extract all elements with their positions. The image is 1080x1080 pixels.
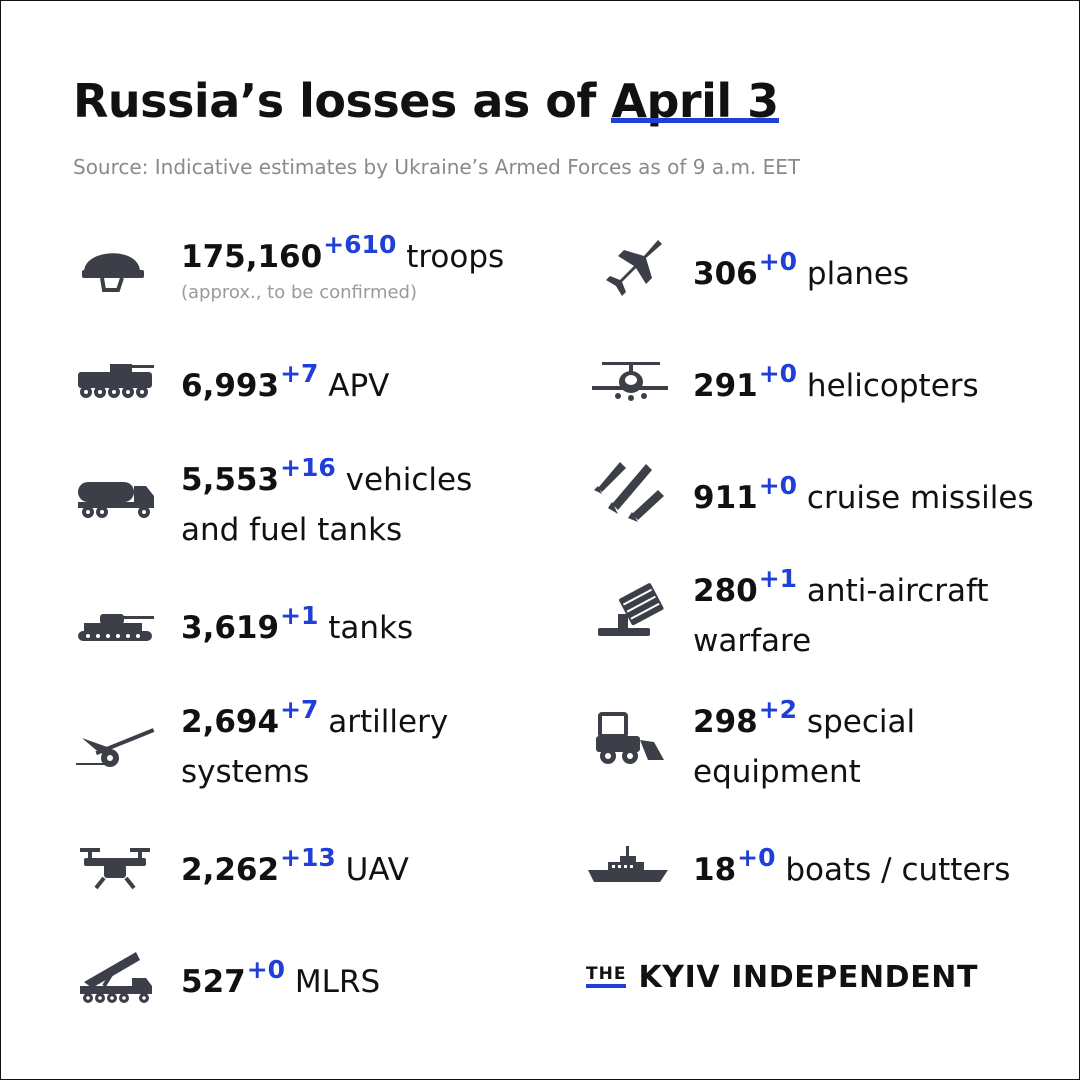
stat-troops: 175,160+610 troops — [181, 230, 505, 283]
stat-tanks: 3,619+1 tanks — [181, 601, 414, 654]
stat-value: 298 — [693, 704, 758, 740]
stat-value: 18 — [693, 852, 737, 888]
stat-delta: +0 — [246, 955, 286, 984]
artillery-icon — [74, 716, 158, 780]
brand-logo: THE KYIV INDEPENDENT — [586, 960, 978, 995]
stat-label-line2: warfare — [693, 623, 812, 659]
stat-label: APV — [328, 368, 390, 404]
missiles-icon — [588, 460, 672, 524]
stat-apv: 6,993+7 APV — [181, 359, 390, 412]
stat-value: 306 — [693, 256, 758, 292]
stat-label-line2: systems — [181, 754, 310, 790]
stat-delta: +610 — [323, 230, 397, 259]
stat-value: 3,619 — [181, 610, 280, 646]
jet-icon — [588, 236, 672, 300]
stat-label: UAV — [345, 852, 409, 888]
stat-value: 527 — [181, 964, 246, 1000]
stat-delta: +1 — [280, 601, 319, 630]
stat-delta: +0 — [758, 471, 798, 500]
stat-delta: +13 — [280, 843, 336, 872]
page-title: Russia’s losses as of April 3 — [73, 74, 779, 128]
brand-the: THE — [586, 964, 627, 988]
stat-mlrs: 527+0 MLRS — [181, 955, 381, 1008]
loader-icon — [588, 708, 672, 772]
stat-label: MLRS — [294, 964, 381, 1000]
mlrs-icon — [74, 948, 158, 1012]
stat-delta: +0 — [737, 843, 776, 872]
helmet-icon — [74, 236, 158, 300]
stat-label: anti-aircraft — [806, 573, 989, 609]
title-prefix: Russia’s losses as of — [73, 74, 612, 128]
stat-label: boats / cutters — [785, 852, 1011, 888]
stat-value: 6,993 — [181, 368, 280, 404]
stat-special: 298+2 special equipment — [693, 695, 916, 796]
brand-name: KYIV INDEPENDENT — [638, 960, 979, 995]
stat-label-line2: equipment — [693, 754, 861, 790]
stat-delta: +1 — [758, 564, 798, 593]
stat-label: special — [806, 704, 916, 740]
stat-value: 2,694 — [181, 704, 280, 740]
apv-icon — [74, 350, 158, 414]
stat-delta: +0 — [758, 247, 798, 276]
anti-aircraft-icon — [588, 580, 672, 644]
date-underline — [611, 118, 779, 123]
stat-label: vehicles — [345, 462, 473, 498]
stat-boats: 18+0 boats / cutters — [693, 843, 1011, 896]
stat-vehicles: 5,553+16 vehicles and fuel tanks — [181, 453, 473, 554]
stat-missiles: 911+0 cruise missiles — [693, 471, 1034, 524]
stat-delta: +16 — [280, 453, 336, 482]
stat-value: 911 — [693, 480, 758, 516]
stat-label: artillery — [328, 704, 449, 740]
source-note: Source: Indicative estimates by Ukraine’… — [73, 155, 801, 179]
stat-delta: +7 — [280, 359, 319, 388]
ship-icon — [586, 838, 670, 902]
stat-delta: +0 — [758, 359, 798, 388]
tank-icon — [74, 598, 158, 662]
stat-value: 175,160 — [181, 239, 323, 275]
stat-value: 5,553 — [181, 462, 280, 498]
stat-planes: 306+0 planes — [693, 247, 910, 300]
stat-label: troops — [406, 239, 505, 275]
stat-delta: +7 — [280, 695, 319, 724]
stat-uav: 2,262+13 UAV — [181, 843, 409, 896]
stat-delta: +2 — [758, 695, 798, 724]
drone-icon — [74, 840, 158, 904]
stat-label: tanks — [328, 610, 414, 646]
stat-label: helicopters — [806, 368, 979, 404]
helicopter-icon — [588, 352, 672, 416]
fuel-truck-icon — [74, 468, 158, 532]
stat-artillery: 2,694+7 artillery systems — [181, 695, 449, 796]
stat-helicopters: 291+0 helicopters — [693, 359, 979, 412]
title-date: April 3 — [611, 74, 779, 128]
stat-label: planes — [806, 256, 910, 292]
stat-value: 2,262 — [181, 852, 280, 888]
stat-anti-aircraft: 280+1 anti-aircraft warfare — [693, 564, 989, 665]
stat-label-line2: and fuel tanks — [181, 512, 403, 548]
stat-label: cruise missiles — [806, 480, 1034, 516]
troops-note: (approx., to be confirmed) — [181, 282, 417, 303]
stat-value: 280 — [693, 573, 758, 609]
stat-value: 291 — [693, 368, 758, 404]
